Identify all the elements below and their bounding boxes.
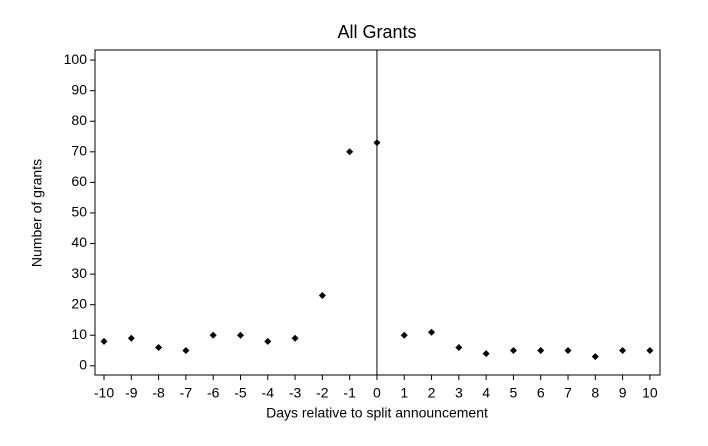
x-tick-label: -5	[234, 385, 247, 401]
y-tick-label: 50	[71, 204, 87, 220]
x-tick-label: 5	[510, 385, 518, 401]
x-tick-label: -7	[180, 385, 193, 401]
x-tick-label: -2	[316, 385, 329, 401]
y-tick-label: 20	[71, 295, 87, 311]
point	[127, 334, 135, 342]
x-tick-label: -4	[262, 385, 275, 401]
y-tick-label: 100	[64, 51, 88, 67]
point	[509, 347, 517, 355]
point	[209, 331, 217, 339]
y-axis-label: Number of grants	[29, 159, 45, 267]
x-tick-label: 3	[455, 385, 463, 401]
point	[155, 343, 163, 351]
x-tick-label: -8	[152, 385, 165, 401]
x-tick-label: -6	[207, 385, 220, 401]
y-tick-label: 10	[71, 326, 87, 342]
x-tick-label: 0	[373, 385, 381, 401]
point	[537, 347, 545, 355]
point	[455, 343, 463, 351]
point	[619, 347, 627, 355]
point	[646, 347, 654, 355]
y-tick-label: 30	[71, 265, 87, 281]
y-tick-label: 0	[79, 357, 87, 373]
point	[482, 350, 490, 358]
x-tick-label: -3	[289, 385, 302, 401]
point	[236, 331, 244, 339]
x-tick-label: 6	[537, 385, 545, 401]
y-tick-label: 90	[71, 81, 87, 97]
point	[100, 337, 108, 345]
x-tick-label: 2	[428, 385, 436, 401]
x-tick-label: -1	[343, 385, 356, 401]
point	[591, 353, 599, 361]
x-tick-label: 10	[642, 385, 658, 401]
point	[264, 337, 272, 345]
y-tick-label: 70	[71, 143, 87, 159]
x-tick-label: 8	[591, 385, 599, 401]
x-tick-label: 1	[400, 385, 408, 401]
point	[318, 292, 326, 300]
point	[564, 347, 572, 355]
x-tick-label: -10	[94, 385, 114, 401]
x-tick-label: 7	[564, 385, 572, 401]
x-tick-label: 9	[619, 385, 627, 401]
y-tick-label: 60	[71, 173, 87, 189]
x-tick-label: 4	[482, 385, 490, 401]
point	[346, 148, 354, 156]
point	[400, 331, 408, 339]
point	[291, 334, 299, 342]
x-tick-label: -9	[125, 385, 138, 401]
y-tick-label: 80	[71, 112, 87, 128]
x-axis-label: Days relative to split announcement	[266, 405, 488, 421]
point	[182, 347, 190, 355]
y-tick-label: 40	[71, 234, 87, 250]
point	[428, 328, 436, 336]
point	[373, 139, 381, 147]
chart-title: All Grants	[337, 22, 416, 42]
